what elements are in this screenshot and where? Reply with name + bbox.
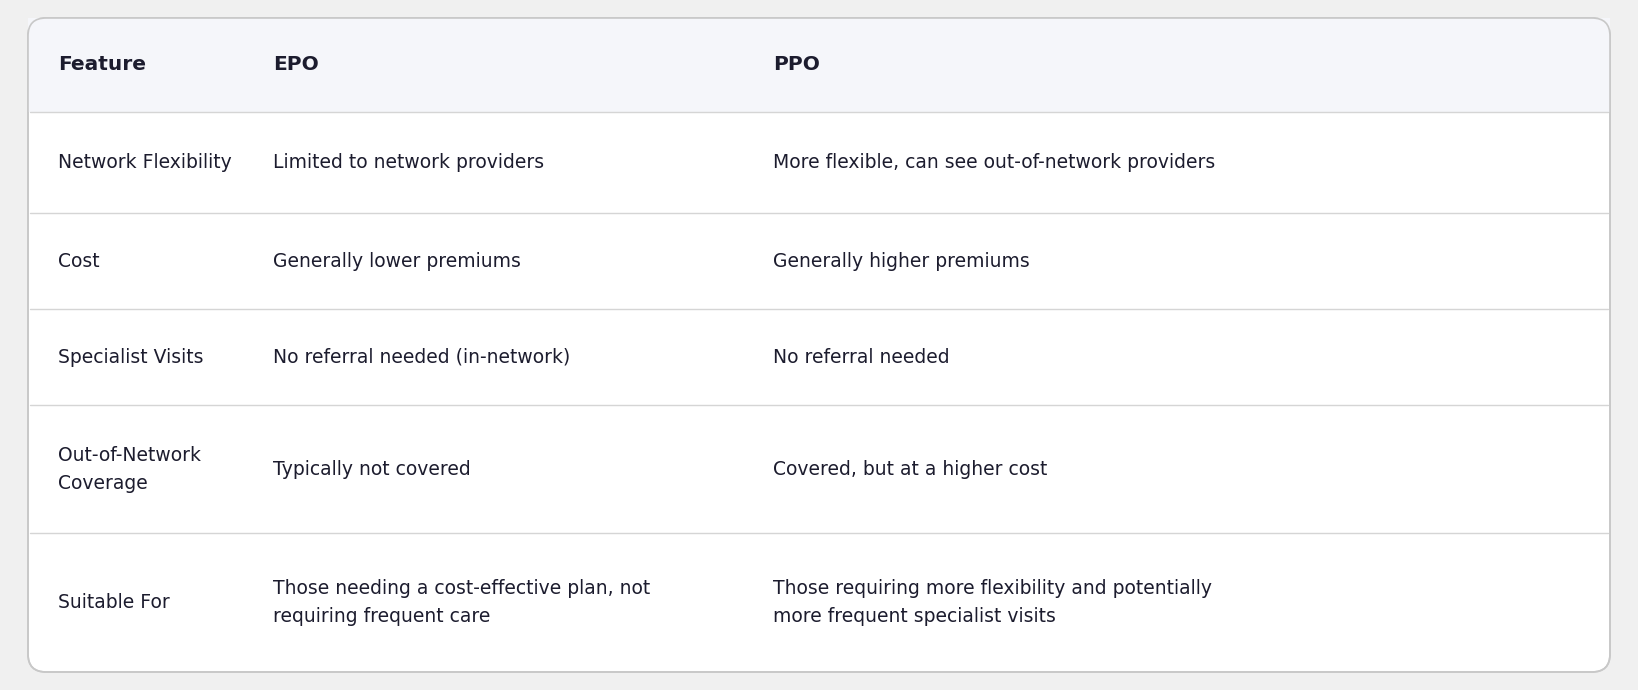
Text: Those needing a cost-effective plan, not
requiring frequent care: Those needing a cost-effective plan, not… — [274, 579, 650, 626]
Text: More flexible, can see out-of-network providers: More flexible, can see out-of-network pr… — [773, 153, 1215, 172]
Text: No referral needed (in-network): No referral needed (in-network) — [274, 348, 570, 367]
Text: Generally higher premiums: Generally higher premiums — [773, 252, 1030, 270]
Text: PPO: PPO — [773, 55, 821, 75]
Text: Network Flexibility: Network Flexibility — [57, 153, 231, 172]
Bar — [28, 18, 1610, 112]
Text: Generally lower premiums: Generally lower premiums — [274, 252, 521, 270]
Text: Out-of-Network
Coverage: Out-of-Network Coverage — [57, 446, 201, 493]
Text: Limited to network providers: Limited to network providers — [274, 153, 544, 172]
Text: EPO: EPO — [274, 55, 319, 75]
Text: Covered, but at a higher cost: Covered, but at a higher cost — [773, 460, 1047, 479]
Text: Suitable For: Suitable For — [57, 593, 170, 612]
Text: Typically not covered: Typically not covered — [274, 460, 470, 479]
Text: Specialist Visits: Specialist Visits — [57, 348, 203, 367]
FancyBboxPatch shape — [28, 18, 1610, 672]
Text: Cost: Cost — [57, 252, 100, 270]
Text: No referral needed: No referral needed — [773, 348, 950, 367]
Text: Feature: Feature — [57, 55, 146, 75]
Text: Those requiring more flexibility and potentially
more frequent specialist visits: Those requiring more flexibility and pot… — [773, 579, 1212, 626]
